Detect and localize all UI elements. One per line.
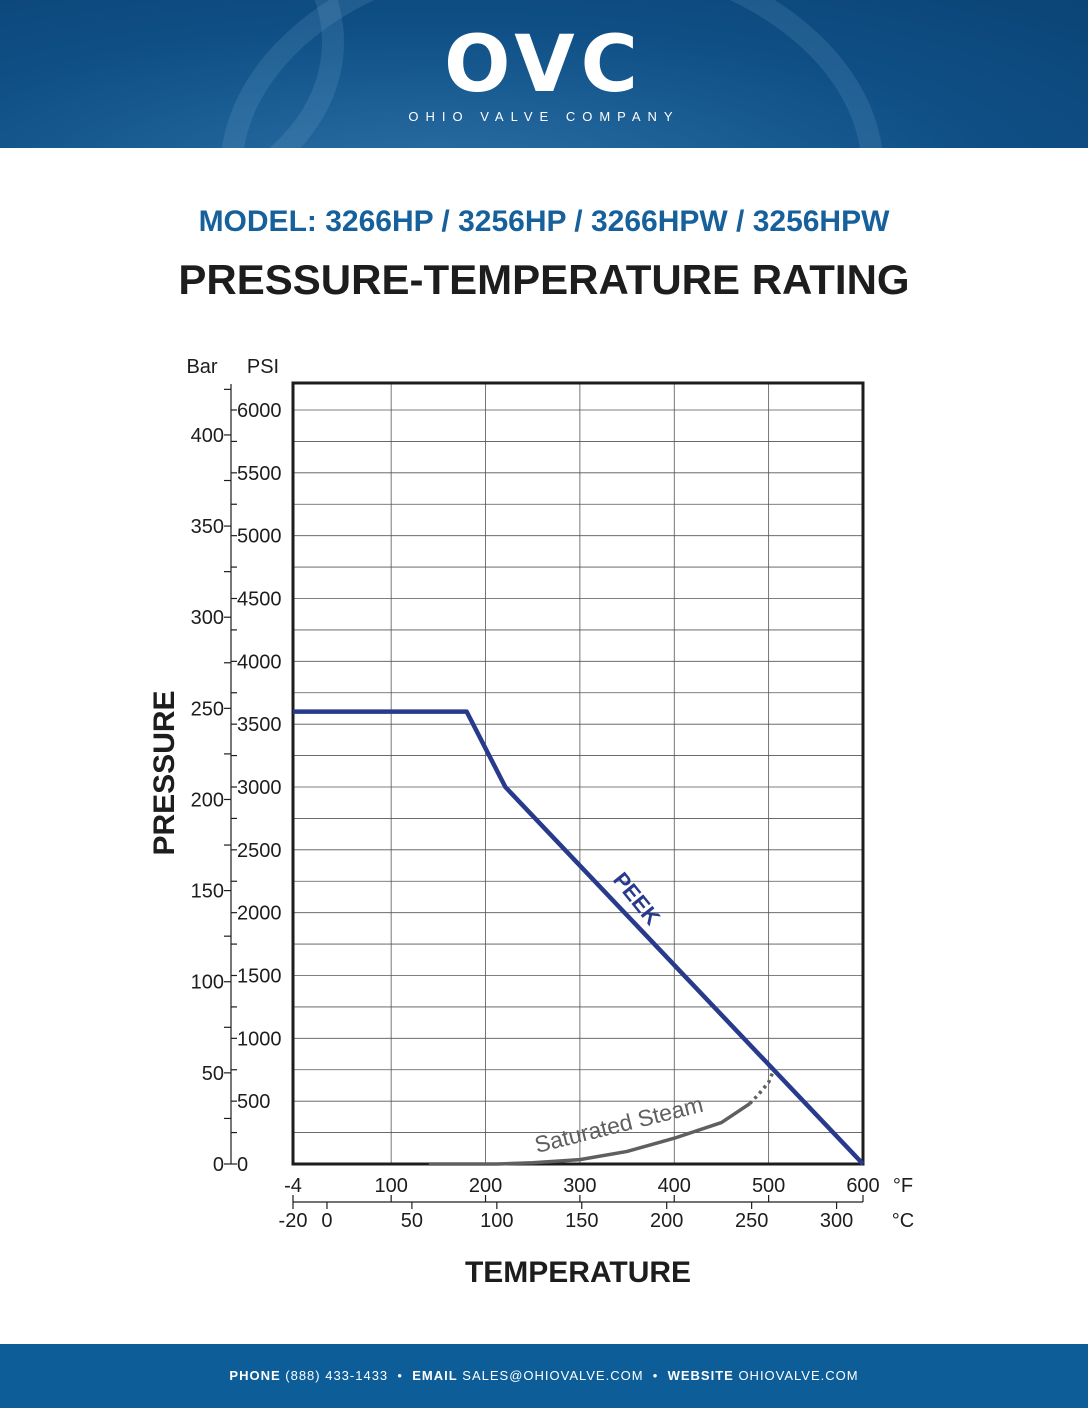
grid <box>291 381 865 1166</box>
bar-tick-label: 400 <box>191 425 224 447</box>
bar-tick-label: 0 <box>213 1154 224 1176</box>
psi-tick-label: 0 <box>237 1154 248 1176</box>
psi-tick-label: 500 <box>237 1091 270 1113</box>
celsius-tick-label: 50 <box>401 1210 423 1232</box>
y-axis-title: PRESSURE <box>148 690 181 855</box>
fahrenheit-tick-label: 400 <box>658 1175 691 1197</box>
page-title: PRESSURE-TEMPERATURE RATING <box>178 256 910 303</box>
celsius-tick-label: 250 <box>735 1210 768 1232</box>
bar-tick-label: 350 <box>191 516 224 538</box>
footer-contact-bar: PHONE (888) 433-1433 • EMAIL SALES@OHIOV… <box>0 1344 1088 1408</box>
fahrenheit-tick-label: 300 <box>563 1175 596 1197</box>
ovc-logo: OVC <box>444 20 644 110</box>
fahrenheit-tick-label: 200 <box>469 1175 502 1197</box>
fahrenheit-tick-label: 600 <box>846 1175 879 1197</box>
celsius-tick-label: 150 <box>565 1210 598 1232</box>
psi-unit-label: PSI <box>247 356 279 378</box>
psi-tick-label: 4000 <box>237 651 282 673</box>
psi-tick-label: 1500 <box>237 966 282 988</box>
phone-label: PHONE <box>229 1368 281 1383</box>
email-link[interactable]: SALES@OHIOVALVE.COM <box>462 1368 644 1383</box>
phone-number[interactable]: (888) 433-1433 <box>285 1368 389 1383</box>
fahrenheit-tick-label: 100 <box>374 1175 407 1197</box>
website-link[interactable]: OHIOVALVE.COM <box>738 1368 859 1383</box>
celsius-tick-label: 200 <box>650 1210 683 1232</box>
bar-tick-label: 200 <box>191 789 224 811</box>
psi-tick-label: 3000 <box>237 777 282 799</box>
pressure-temperature-chart: 0501001502002503003504000500100015002000… <box>148 356 914 1289</box>
separator: • <box>397 1368 403 1383</box>
psi-tick-label: 2500 <box>237 840 282 862</box>
psi-tick-label: 5500 <box>237 463 282 485</box>
celsius-unit-label: °C <box>892 1210 914 1232</box>
plot-frame <box>291 381 865 1166</box>
bar-tick-label: 100 <box>191 972 224 994</box>
peek-rating-line <box>293 709 865 1166</box>
celsius-tick-label: 0 <box>321 1210 332 1232</box>
fahrenheit-tick-label: 500 <box>752 1175 785 1197</box>
x-axis-title: TEMPERATURE <box>465 1256 691 1289</box>
psi-tick-label: 4500 <box>237 589 282 611</box>
bar-tick-label: 300 <box>191 607 224 629</box>
saturated-steam-dashed-extension <box>748 1070 775 1105</box>
logo-subtext: OHIO VALVE COMPANY <box>408 109 680 124</box>
website-label: WEBSITE <box>667 1368 734 1383</box>
email-label: EMAIL <box>412 1368 458 1383</box>
celsius-tick-label: 100 <box>480 1210 513 1232</box>
separator: • <box>652 1368 659 1383</box>
series <box>293 709 865 1166</box>
bar-tick-label: 150 <box>191 881 224 903</box>
celsius-tick-label: -20 <box>279 1210 308 1232</box>
fahrenheit-tick-label: -4 <box>284 1175 302 1197</box>
psi-tick-label: 2000 <box>237 903 282 925</box>
model-heading: MODEL: 3266HP / 3256HP / 3266HPW / 3256H… <box>198 205 890 238</box>
bar-unit-label: Bar <box>186 356 217 378</box>
axes: 0501001502002503003504000500100015002000… <box>191 384 880 1232</box>
celsius-tick-label: 300 <box>820 1210 853 1232</box>
fahrenheit-unit-label: °F <box>893 1175 913 1197</box>
psi-tick-label: 1000 <box>237 1028 282 1050</box>
header-banner: OVC OHIO VALVE COMPANY <box>0 0 1088 148</box>
psi-tick-label: 5000 <box>237 526 282 548</box>
peek-series-label: PEEK <box>608 867 665 929</box>
bar-tick-label: 250 <box>191 698 224 720</box>
psi-tick-label: 6000 <box>237 400 282 422</box>
bar-tick-label: 50 <box>202 1063 224 1085</box>
psi-tick-label: 3500 <box>237 714 282 736</box>
saturated-steam-curve <box>428 1102 751 1166</box>
